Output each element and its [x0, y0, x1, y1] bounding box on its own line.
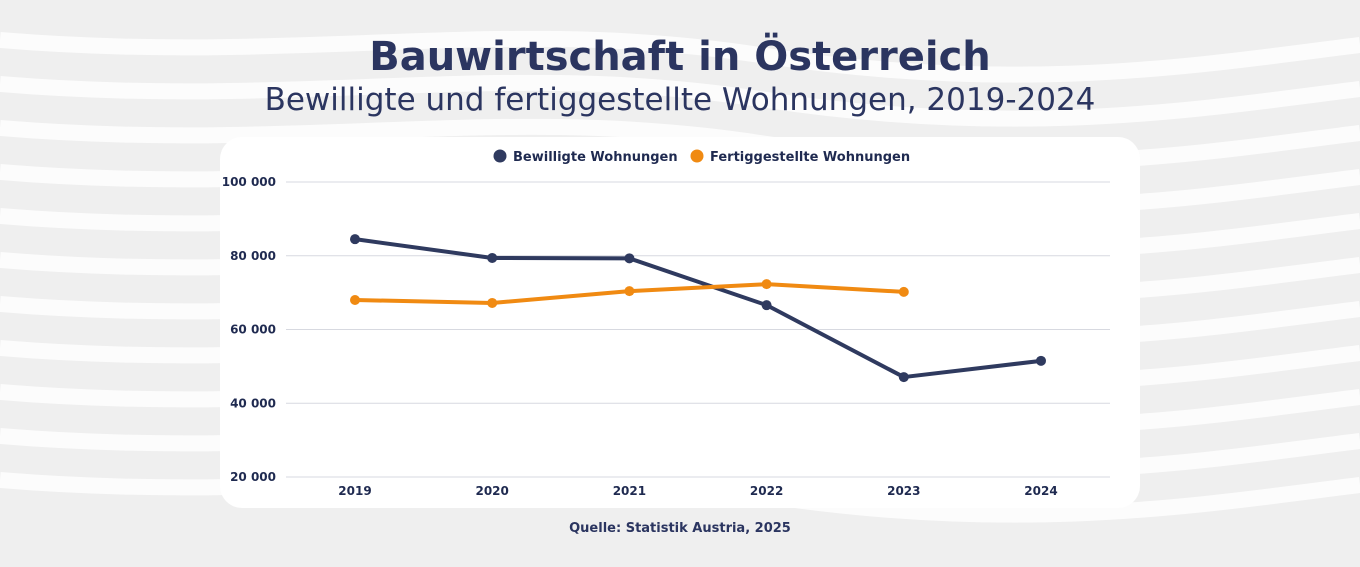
- x-tick-label: 2023: [887, 484, 920, 498]
- y-tick-label: 80 000: [230, 249, 276, 263]
- y-tick-label: 60 000: [230, 323, 276, 337]
- y-tick-label: 20 000: [230, 470, 276, 484]
- data-point: [1036, 355, 1046, 366]
- background-wave: [0, 30, 1360, 83]
- y-tick-label: 40 000: [230, 396, 276, 410]
- data-point: [487, 297, 498, 308]
- data-point: [761, 279, 772, 290]
- data-point: [350, 295, 360, 305]
- source-note: Quelle: Statistik Austria, 2025: [569, 521, 791, 536]
- x-tick-label: 2022: [750, 484, 783, 498]
- data-point: [350, 234, 360, 245]
- data-point: [624, 253, 635, 264]
- data-point: [898, 286, 909, 297]
- data-point: [624, 286, 635, 297]
- line-chart: 20 000 40 000 60 000 80 000 100 000 2019 2020 2…: [222, 149, 1110, 498]
- page-subtitle: Bewilligte und fertiggestellte Wohnungen…: [264, 82, 1096, 118]
- data-point: [487, 252, 498, 263]
- x-tick-label: 2024: [1024, 484, 1057, 498]
- legend-marker: [690, 149, 704, 163]
- legend-label: Fertiggestellte Wohnungen: [710, 150, 910, 165]
- x-tick-label: 2020: [475, 484, 508, 498]
- legend-label: Bewilligte Wohnungen: [513, 150, 678, 165]
- data-point: [761, 300, 772, 311]
- page-title: Bauwirtschaft in Österreich: [369, 34, 991, 80]
- x-tick-label: 2019: [338, 484, 371, 498]
- x-tick-label: 2021: [613, 484, 646, 498]
- series-line: [354, 237, 1042, 380]
- y-tick-label: 100 000: [222, 175, 276, 189]
- background-wave: [0, 74, 1360, 127]
- chart-card: 20 000 40 000 60 000 80 000 100 000 2019 2020 2…: [220, 137, 1140, 508]
- legend-marker: [493, 149, 507, 163]
- data-point: [898, 372, 909, 383]
